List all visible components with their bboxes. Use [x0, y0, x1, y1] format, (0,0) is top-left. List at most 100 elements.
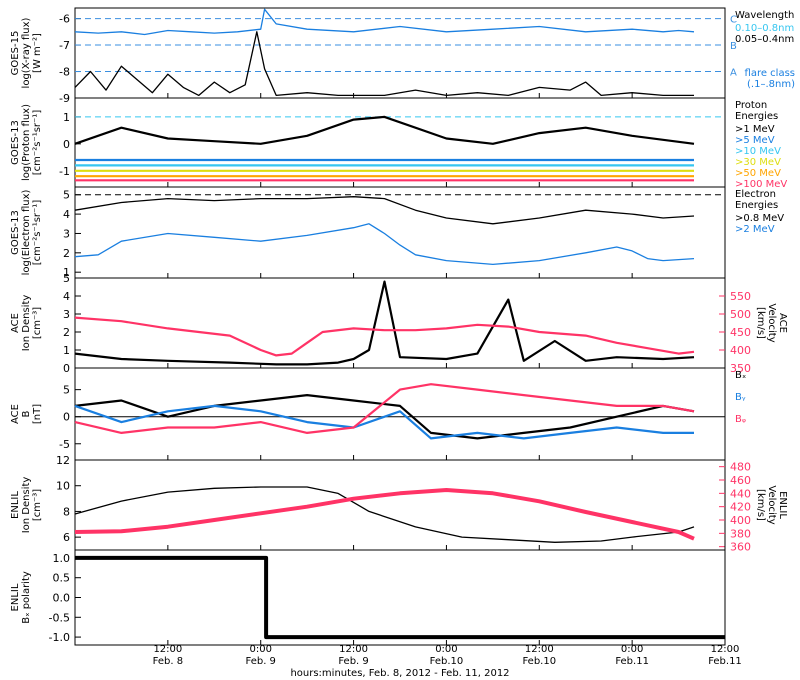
- y-right-axis-title-line: ENLIL: [777, 491, 788, 519]
- y-right-tick-label: 500: [730, 308, 751, 321]
- y-axis-title-line: Ion Density: [21, 477, 32, 534]
- y-tick-label: 1: [63, 266, 70, 279]
- y-right-tick-label: 480: [730, 461, 751, 474]
- y-tick-label: -1.0: [49, 631, 70, 644]
- panel-frame: [74, 459, 726, 551]
- y-axis-title-line: log(Electron flux): [21, 190, 32, 276]
- series-polarity: [75, 555, 725, 640]
- series--1-mev: [74, 115, 695, 145]
- series-0-10-0-8nm: [74, 8, 695, 36]
- y-right-tick-label: 350: [730, 362, 751, 375]
- legend-item: 0.05–0.4nm: [735, 34, 794, 45]
- series-0-05-0-4nm: [74, 31, 694, 97]
- y-axis-title: GOES-15log(X-ray flux)[W m⁻²]: [10, 17, 43, 88]
- x-tick-label: 12:00: [339, 644, 368, 655]
- panel-frame: [74, 549, 726, 646]
- y-right-tick-label: 400: [730, 514, 751, 527]
- legend-note: (.1–.8nm): [747, 79, 795, 90]
- y-axis-title-line: Ion Density: [21, 295, 32, 352]
- series-velocity: [74, 488, 695, 541]
- y-axis-title: ACEIon Density[cm⁻³]: [10, 295, 43, 352]
- x-tick-label: 0:00: [621, 644, 643, 655]
- legend-item: >5 MeV: [735, 135, 775, 146]
- y-axis-title-line: ENLIL: [10, 583, 21, 611]
- y-right-tick-label: 460: [730, 474, 751, 487]
- series--2-mev: [74, 223, 695, 266]
- y-tick-label: 0: [63, 362, 70, 375]
- y-right-axis-title: ENLILVelocity[km/s]: [755, 485, 788, 524]
- y-right-axis-title-line: Velocity: [766, 485, 777, 524]
- flare-class-label: B: [730, 41, 737, 52]
- y-tick-label: 0: [63, 411, 70, 424]
- y-tick-label: -9: [59, 92, 70, 105]
- x-tick-date: Feb.11: [615, 656, 649, 667]
- y-tick-label: 5: [63, 272, 70, 285]
- legend-item: Bᵧ: [735, 392, 746, 403]
- x-tick-date: Feb. 9: [338, 656, 368, 667]
- y-axis-title-line: ACE: [10, 404, 21, 424]
- flare-class-label: C: [730, 15, 737, 26]
- y-tick-label: -8: [59, 66, 70, 79]
- y-tick-label: 1: [63, 111, 70, 124]
- x-tick-date: Feb.10: [430, 656, 464, 667]
- y-tick-label: 10: [56, 480, 70, 493]
- y-right-tick-label: 380: [730, 527, 751, 540]
- y-axis-title-line: GOES-13: [10, 210, 21, 255]
- y-tick-label: 0.5: [53, 572, 71, 585]
- y-axis-title-line: log(Proton flux): [21, 104, 32, 181]
- y-axis-title-line: ACE: [10, 313, 21, 333]
- legend-note: flare class: [745, 68, 795, 79]
- panel-goes15-xray: -6 -7 -8 -9 GOES-15log(X-ray flux)[W m⁻²] C B A…: [10, 7, 795, 105]
- x-tick-date: Feb. 8: [153, 656, 183, 667]
- legend-title: Electron: [735, 189, 776, 200]
- y-tick-label: 8: [63, 505, 70, 518]
- legend-item: >0.8 MeV: [735, 213, 784, 224]
- series-ion-density: [74, 280, 695, 366]
- series-by: [74, 404, 694, 440]
- flare-class-label: A: [730, 68, 737, 79]
- y-tick-label: 2: [63, 326, 70, 339]
- y-axis-title-line: [cm⁻²s⁻¹sr⁻¹]: [32, 200, 43, 266]
- legend-item: Bₓ: [735, 370, 746, 381]
- x-tick-date: Feb. 9: [245, 656, 275, 667]
- y-tick-label: -0.5: [49, 611, 70, 624]
- y-right-axis-title-line: [km/s]: [755, 489, 766, 521]
- y-tick-label: 12: [56, 454, 70, 467]
- y-right-tick-label: 400: [730, 344, 751, 357]
- y-right-axis-title-line: ACE: [777, 313, 788, 333]
- legend-title: Proton: [735, 100, 767, 111]
- legend-item: >30 MeV: [735, 157, 781, 168]
- y-right-tick-label: 450: [730, 326, 751, 339]
- y-axis-title: GOES-13log(Electron flux)[cm⁻²s⁻¹sr⁻¹]: [10, 190, 43, 276]
- panel-ace-b: 5 0 -5 ACEB[nT] Bₓ Bᵧ Bᵩ: [10, 367, 746, 461]
- y-axis-title-line: [W m⁻²]: [32, 33, 43, 73]
- y-tick-label: 6: [63, 531, 70, 544]
- y-tick-label: 0.0: [53, 592, 71, 605]
- series-velocity: [74, 316, 695, 357]
- y-axis-title-line: ENLIL: [10, 491, 21, 519]
- y-tick-label: 1: [63, 344, 70, 357]
- series-bz: [74, 383, 695, 434]
- y-tick-label: 4: [63, 208, 70, 221]
- y-axis-title: ENLILBₓ polarity: [10, 571, 32, 624]
- legend-item: >1 MeV: [735, 124, 775, 135]
- y-axis-title-line: B: [21, 410, 32, 417]
- x-tick-label: 12:00: [153, 644, 182, 655]
- y-tick-label: 3: [63, 308, 70, 321]
- x-tick-date: Feb.10: [522, 656, 556, 667]
- y-axis-title: GOES-13log(Proton flux)[cm⁻²s⁻¹sr⁻¹]: [10, 104, 43, 181]
- panel-goes13-proton: 1 0 -1 GOES-13log(Proton flux)[cm⁻²s⁻¹sr⁻¹]…: [10, 97, 787, 190]
- panel-goes13-electron: 5 4 3 2 1 GOES-13log(Electron flux)[cm⁻²s⁻¹sr…: [10, 186, 784, 279]
- series--0-8-mev: [74, 196, 695, 225]
- series-ion-density: [74, 486, 695, 543]
- legend-item: >100 MeV: [735, 179, 787, 190]
- series-bx: [74, 394, 695, 440]
- legend-item: >2 MeV: [735, 224, 775, 235]
- y-tick-label: -6: [59, 13, 70, 26]
- y-tick-label: 5: [63, 384, 70, 397]
- y-right-tick-label: 420: [730, 501, 751, 514]
- y-tick-label: 3: [63, 227, 70, 240]
- y-right-axis-title-line: Velocity: [766, 303, 777, 342]
- legend-item: Bᵩ: [735, 414, 746, 425]
